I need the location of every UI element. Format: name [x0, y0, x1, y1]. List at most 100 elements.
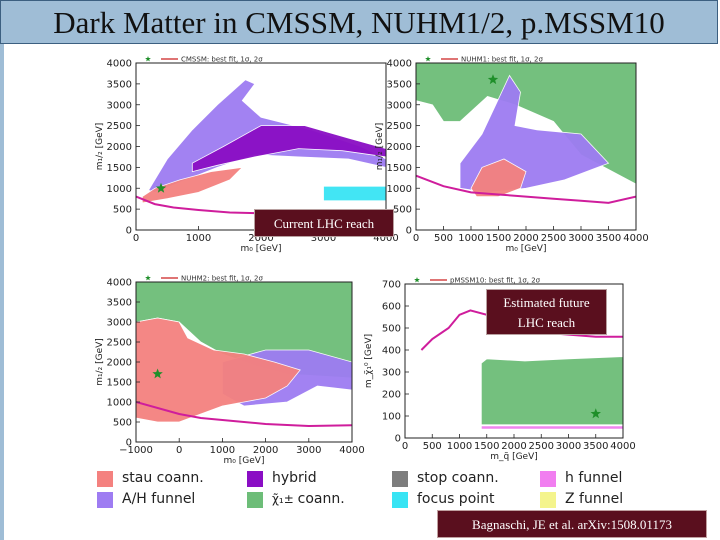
x-tick-label: 0 [133, 233, 139, 244]
x-tick-label: 2000 [253, 445, 278, 456]
citation: Bagnaschi, JE et al. arXiv:1508.01173 [437, 510, 707, 538]
region-stau [470, 158, 527, 198]
x-tick-label: 3500 [583, 441, 608, 452]
legend-text: pMSSM10: best fit, 1σ, 2σ [450, 277, 541, 285]
x-tick-label: 4000 [373, 233, 398, 244]
region-hfunnel [480, 425, 623, 430]
x-tick-label: 2500 [529, 441, 554, 452]
x-tick-label: 4000 [623, 233, 648, 244]
key-text: stop coann. [417, 470, 499, 486]
key-text: coann. [297, 491, 345, 507]
x-axis-label: m₀ [GeV] [506, 244, 547, 254]
y-tick-label: 0 [126, 226, 132, 237]
x-tick-label: 1000 [210, 445, 235, 456]
x-axis-label: m_q̃ [GeV] [490, 452, 538, 462]
x-tick-label: 0 [402, 441, 408, 452]
x-tick-label: 1000 [458, 233, 483, 244]
key-text: hybrid [272, 470, 317, 486]
legend-star-icon [145, 56, 151, 62]
x-tick-label: 500 [423, 441, 442, 452]
y-tick-label: 4000 [107, 278, 132, 289]
key-text: Z funnel [565, 491, 624, 507]
x-axis-label: m₀ [GeV] [224, 456, 265, 466]
key-label: h funnel [565, 470, 622, 486]
y-tick-label: 3000 [107, 318, 132, 329]
y-axis-label: m₁/₂ [GeV] [375, 123, 385, 171]
x-tick-label: 0 [413, 233, 419, 244]
x-tick-label: 4000 [339, 445, 364, 456]
x-tick-label: 3000 [311, 233, 336, 244]
best-fit-star [152, 368, 163, 379]
x-tick-label: 3000 [568, 233, 593, 244]
y-tick-label: 600 [382, 302, 401, 313]
x-tick-label: 0 [176, 445, 182, 456]
key-label: stau coann. [122, 470, 204, 486]
x-tick-label: 3000 [556, 441, 581, 452]
key-swatch [540, 492, 556, 508]
y-tick-label: 2000 [107, 142, 132, 153]
x-tick-label: 1000 [186, 233, 211, 244]
key-swatch [97, 492, 113, 508]
region-focus [323, 185, 386, 202]
y-tick-label: 2500 [107, 121, 132, 132]
y-tick-label: 4000 [107, 59, 132, 70]
plot-content [416, 63, 636, 204]
x-tick-label: 1500 [486, 233, 511, 244]
chart-panel-1: 0 500 1000 1500 2000 2500 3000 3500 4000 0 1000 200… [95, 56, 399, 255]
key-swatch [392, 492, 408, 508]
key-swatch [97, 471, 113, 487]
legend-text: NUHM2: best fit, 1σ, 2σ [181, 275, 263, 283]
legend-star-icon [414, 277, 420, 283]
y-tick-label: 3500 [107, 79, 132, 90]
y-tick-label: 400 [382, 346, 401, 357]
y-axis-label: m_χ̃₁⁰ [GeV] [364, 334, 374, 388]
legend-text: CMSSM: best fit, 1σ, 2σ [181, 56, 263, 64]
best-fit-star [155, 182, 167, 193]
y-tick-label: 500 [393, 205, 412, 216]
x-tick-label: 500 [434, 233, 453, 244]
x-tick-label: 2000 [501, 441, 526, 452]
y-tick-label: 500 [382, 324, 401, 335]
y-tick-label: 4000 [387, 59, 412, 70]
y-tick-label: 700 [382, 280, 401, 291]
plot-content [136, 79, 386, 220]
future-lhc-reach-line1: Estimated future [503, 295, 590, 310]
legend-star-icon [425, 56, 431, 62]
x-tick-label: 1000 [447, 441, 472, 452]
y-tick-label: 300 [382, 368, 401, 379]
key-swatch [540, 471, 556, 487]
y-tick-label: 3500 [387, 79, 412, 90]
y-axis-label: m₁/₂ [GeV] [95, 123, 105, 171]
y-tick-label: 3000 [107, 100, 132, 111]
x-tick-label: 2000 [513, 233, 538, 244]
x-tick-label: 1500 [474, 441, 499, 452]
legend-star-icon [145, 275, 151, 281]
y-tick-label: 3500 [107, 298, 132, 309]
region-chargino [480, 356, 623, 426]
key-swatch [247, 471, 263, 487]
best-fit-star [487, 74, 499, 85]
key-symbol: χ̃₁± [272, 492, 298, 506]
key-text: A/H funnel [122, 491, 196, 507]
y-tick-label: 0 [126, 438, 132, 449]
x-tick-label: 4000 [610, 441, 635, 452]
key-label: χ̃₁± coann. [272, 491, 345, 507]
y-tick-label: 1500 [107, 163, 132, 174]
region-stau [136, 317, 301, 423]
y-tick-label: 1000 [387, 184, 412, 195]
y-tick-label: 2000 [387, 142, 412, 153]
key-text: h funnel [565, 470, 623, 486]
x-tick-label: 2500 [541, 233, 566, 244]
y-tick-label: 500 [113, 418, 132, 429]
y-tick-label: 500 [113, 205, 132, 216]
y-tick-label: 0 [395, 434, 401, 445]
x-axis-label: m₀ [GeV] [241, 244, 282, 254]
y-tick-label: 2500 [107, 338, 132, 349]
future-lhc-reach-line2: LHC reach [517, 315, 576, 330]
key-swatch [247, 492, 263, 508]
plot-content [136, 282, 352, 428]
x-tick-label: 3000 [296, 445, 321, 456]
y-tick-label: 2500 [387, 121, 412, 132]
